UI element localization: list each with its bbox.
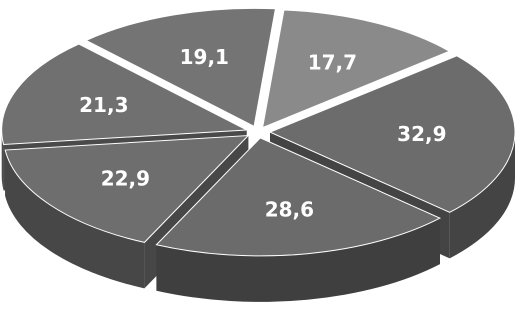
pie-slice (1, 43, 249, 145)
pie-slice (268, 55, 516, 213)
pie-data-label: 32,9 (397, 122, 446, 146)
pie-slice (261, 9, 451, 129)
pie-labels: 17,7 32,9 28,6 22,9 21,3 19,1 (79, 45, 446, 221)
pie-data-label: 19,1 (180, 45, 229, 69)
pie-data-label: 21,3 (79, 93, 128, 117)
pie-slice-side (156, 218, 440, 302)
pie-data-label: 28,6 (265, 198, 314, 222)
pie-slice-side (1, 129, 4, 191)
pie-slice (85, 7, 277, 128)
pie-slices (1, 7, 516, 257)
pie-slice-side (449, 132, 515, 259)
pie-data-label: 17,7 (308, 51, 357, 75)
pie-data-label: 22,9 (101, 167, 150, 191)
pie-slice (4, 134, 250, 243)
pie-slice (155, 137, 442, 257)
